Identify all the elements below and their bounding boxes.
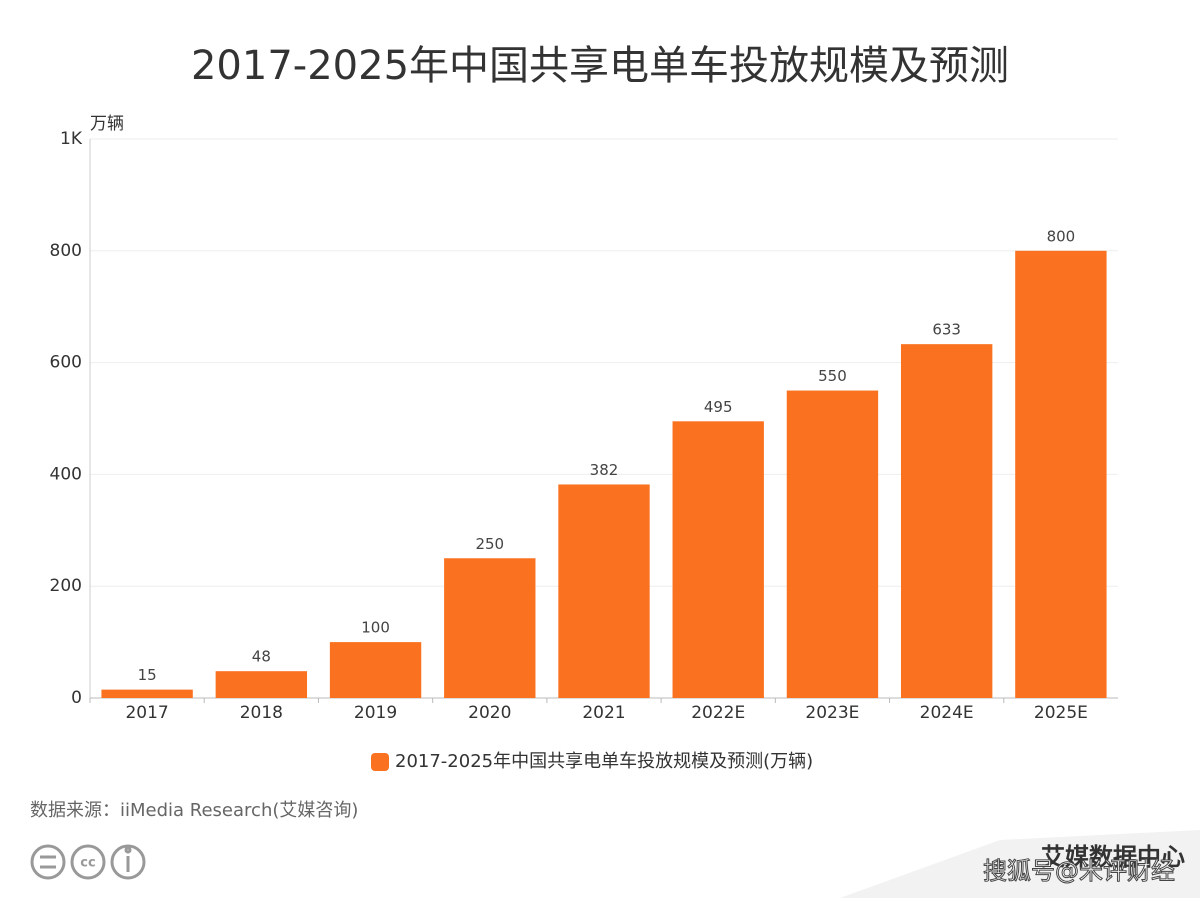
bar [215,671,308,698]
data-label: 633 [932,321,961,339]
bar [329,642,422,698]
data-label: 382 [590,461,619,479]
bar [444,558,536,698]
x-tick-label: 2018 [240,703,283,723]
cc-icon-text: cc [80,856,95,871]
chart-title: 2017-2025年中国共享电单车投放规模及预测 [191,43,1009,89]
data-label: 495 [704,398,733,416]
y-tick-label: 1K [60,129,83,149]
legend-swatch [371,753,389,771]
legend-label: 2017-2025年中国共享电单车投放规模及预测(万辆) [395,751,813,772]
x-tick-label: 2017 [125,703,168,723]
y-tick-label: 400 [50,464,82,484]
source: 数据来源：iiMedia Research(艾媒咨询) [30,800,358,821]
y-tick-label: 200 [50,576,82,596]
y-axis-label: 万辆 [90,114,124,134]
x-tick-label: 2021 [582,703,625,723]
x-tick-label: 2024E [920,703,974,723]
x-tick-label: 2025E [1034,703,1088,723]
data-label: 15 [138,666,157,684]
data-label: 100 [361,619,390,637]
logo: 艾媒数据中心 [1041,843,1185,871]
corner-shade [840,830,1200,898]
data-label: 550 [818,367,847,385]
data-label: 48 [252,648,271,666]
bar [558,484,650,698]
x-tick-label: 2023E [805,703,859,723]
watermark: 搜狐号@米评财经 [983,857,1175,885]
bar [786,390,879,698]
bar [672,421,764,698]
y-tick-label: 0 [71,688,82,708]
y-tick-label: 800 [50,241,82,261]
y-tick-label: 600 [50,353,82,373]
data-label: 800 [1047,227,1076,245]
license-icons [30,844,146,880]
bar [101,689,193,698]
x-tick-label: 2019 [354,703,397,723]
bar [900,344,993,698]
x-tick-label: 2020 [468,703,511,723]
data-label: 250 [475,535,504,553]
bar [1015,250,1107,699]
x-tick-label: 2022E [691,703,745,723]
